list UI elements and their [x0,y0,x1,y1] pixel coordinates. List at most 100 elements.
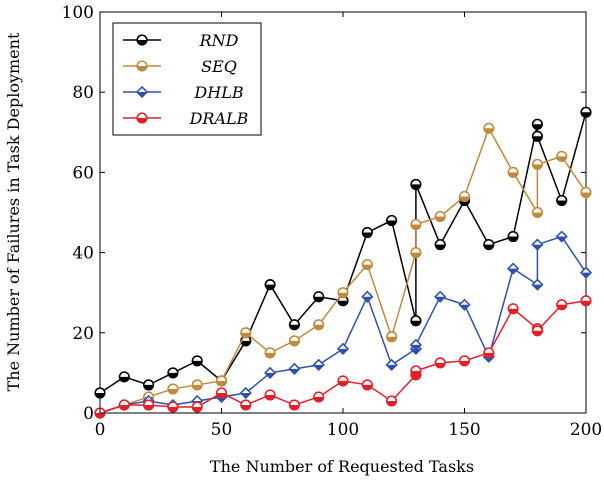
marker-fill [265,372,276,378]
data-point-seq [361,259,373,271]
x-tick-label: 50 [211,420,233,440]
marker-edge [483,347,495,359]
legend-marker [136,60,148,72]
data-point-dralb [337,375,349,387]
data-point-seq [556,150,568,162]
marker-edge [580,186,592,198]
data-point-dhlb [507,262,520,275]
data-point-dralb [167,401,179,413]
marker-fill [532,244,543,250]
marker-edge [191,379,203,391]
marker-edge [337,342,349,355]
data-point-rnd [313,291,325,303]
marker-edge [386,331,398,343]
marker-fill [410,348,421,354]
marker-fill [410,344,421,350]
marker-edge [313,391,325,403]
series-line-dralb [99,299,587,414]
marker-edge [531,206,543,218]
legend: RND SEQ DHLB DRALB [112,22,262,136]
marker-edge [580,295,592,307]
data-point-dhlb [312,358,325,371]
marker-edge [136,34,148,46]
x-axis-title: The Number of Requested Tasks [210,457,474,476]
data-point-seq [410,247,422,259]
y-tick-label: 20 [72,324,94,344]
data-point-rnd [118,371,130,383]
y-tick-label: 100 [62,3,94,23]
data-point-dhlb [458,298,471,311]
marker-fill [338,348,348,354]
data-point-dhlb [239,386,252,399]
marker-edge [483,239,495,251]
marker-edge [531,158,543,170]
data-point-dhlb [434,290,447,303]
marker-edge [385,358,398,371]
data-point-seq [313,319,325,331]
data-point-dralb [580,295,592,307]
data-point-seq [434,211,446,223]
data-point-dralb [507,303,519,315]
marker-fill [508,268,519,274]
y-tick-label: 0 [83,404,94,424]
x-tick-label: 0 [95,420,106,440]
marker-edge [507,262,520,275]
data-point-rnd [531,130,543,142]
marker-edge [288,335,300,347]
marker-fill [532,284,543,290]
marker-edge [337,375,349,387]
data-point-seq [264,347,276,359]
ticks-layer: 0 50 100 150 200 0 20 40 60 80 100 [62,3,603,440]
marker-edge [118,399,130,411]
data-point-dhlb [337,342,349,355]
marker-edge [458,298,471,311]
data-point-dralb [410,365,422,377]
marker-edge [531,130,543,142]
data-point-seq [215,375,227,387]
data-point-rnd [361,227,373,239]
data-point-dralb [240,399,252,411]
data-point-dhlb [409,338,422,351]
data-point-seq [191,379,203,391]
legend-label: RND [199,31,239,50]
marker-edge [167,383,179,395]
data-point-seq [580,186,592,198]
data-point-rnd [94,387,106,399]
data-point-seq [386,331,398,343]
data-point-dralb [191,401,203,413]
marker-edge [459,355,471,367]
data-point-seq [531,158,543,170]
data-point-rnd [143,379,155,391]
marker-edge [580,106,592,118]
marker-edge [361,259,373,271]
data-point-dralb [143,399,155,411]
y-tick-label: 40 [72,244,94,264]
data-point-rnd [410,178,422,190]
series-dralb [94,295,592,419]
data-point-rnd [167,367,179,379]
marker-edge [240,327,252,339]
data-point-dhlb [531,278,544,291]
legend-marker [136,112,148,124]
data-point-rnd [191,355,203,367]
data-point-rnd [410,315,422,327]
data-point-dhlb [264,366,277,379]
legend-label: DRALB [189,109,249,128]
marker-edge [191,355,203,367]
marker-edge [288,319,300,331]
marker-edge [459,190,471,202]
data-point-dralb [459,355,471,367]
marker-fill [556,236,567,242]
data-point-dralb [118,399,130,411]
marker-fill [435,296,446,302]
marker-edge [264,366,277,379]
marker-edge [580,266,592,279]
marker-edge [410,365,422,377]
marker-edge [240,399,252,411]
data-point-seq [410,219,422,231]
legend-entry-rnd: RND [123,31,239,50]
marker-edge [361,227,373,239]
marker-fill [362,296,373,302]
x-tick-label: 150 [448,420,480,440]
marker-fill [313,364,324,370]
